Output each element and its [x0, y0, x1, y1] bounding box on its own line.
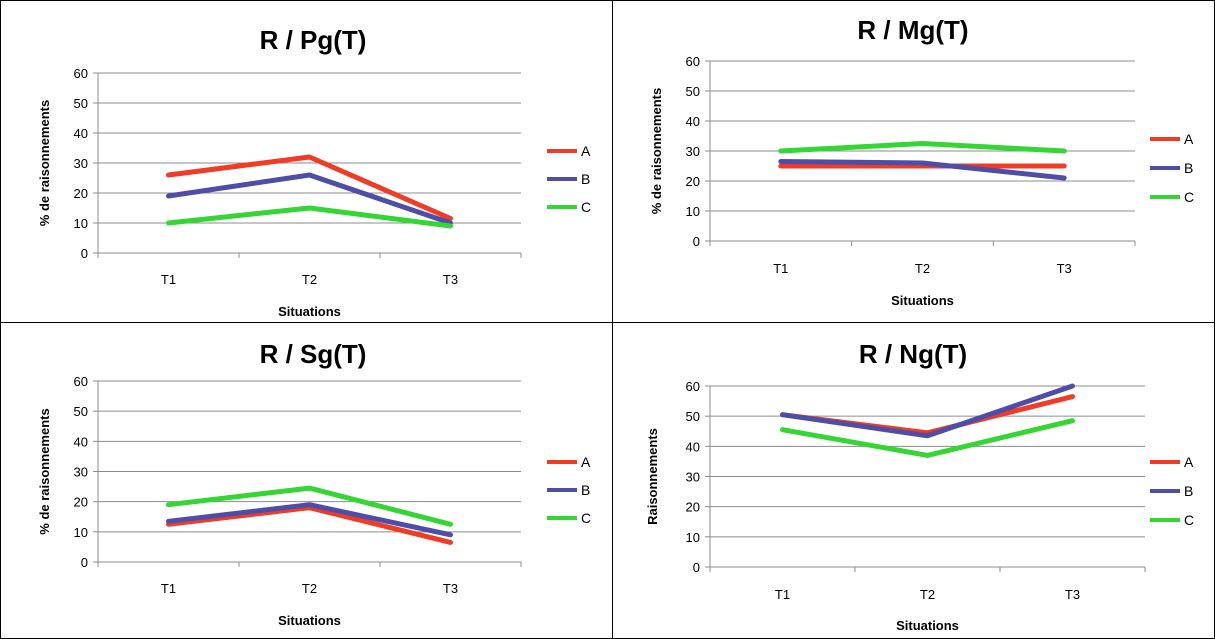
- y-tick-label: 60: [74, 66, 88, 81]
- y-axis-label: % de raisonnements: [37, 408, 52, 534]
- series-line-c: [166, 485, 453, 527]
- y-tick-label: 40: [686, 439, 700, 454]
- series-line-c: [780, 418, 1075, 458]
- x-tick-label: T1: [775, 587, 790, 602]
- y-axis-label: % de raisonnements: [649, 88, 664, 214]
- legend-label-a: A: [1184, 454, 1194, 470]
- x-tick-label: T1: [161, 581, 176, 596]
- chart-panel-mg: R / Mg(T) 0 10 20 30 40 50 60 T1 T2 T3 Situations % …: [612, 0, 1215, 323]
- series-line-c: [166, 205, 453, 229]
- y-tick-label: 20: [74, 186, 88, 201]
- chart-pg-svg: R / Pg(T) 0 10 20 30 40 50 60 T1 T2 T3 Situations % …: [37, 25, 591, 319]
- y-tick-label: 30: [74, 156, 88, 171]
- y-tick-label: 30: [74, 465, 88, 480]
- legend-label-b: B: [581, 171, 590, 187]
- series-line-b: [166, 502, 453, 538]
- series-line-a: [166, 154, 453, 221]
- legend-label-b: B: [1184, 483, 1193, 499]
- y-tick-label: 40: [686, 114, 700, 129]
- y-tick-label: 20: [686, 174, 700, 189]
- chart-panel-ng: R / Ng(T) 0 10 20 30 40 50 60 T1 T2 T3 Situations Ra…: [612, 322, 1215, 639]
- y-tick-label: 30: [686, 470, 700, 485]
- chart-panel-pg: R / Pg(T) 0 10 20 30 40 50 60 T1 T2 T3 Situations % …: [0, 0, 613, 323]
- y-tick-label: 10: [686, 530, 700, 545]
- legend-label-c: C: [581, 199, 591, 215]
- y-tick-label: 10: [686, 204, 700, 219]
- y-tick-label: 50: [686, 84, 700, 99]
- chart-title: R / Pg(T): [260, 25, 367, 55]
- chart-title: R / Mg(T): [857, 15, 968, 45]
- y-tick-label: 50: [74, 404, 88, 419]
- x-axis-label: Situations: [278, 304, 341, 319]
- y-tick-label: 40: [74, 434, 88, 449]
- x-axis-label: Situations: [896, 618, 959, 633]
- y-tick-label: 50: [686, 409, 700, 424]
- chart-ng-svg: R / Ng(T) 0 10 20 30 40 50 60 T1 T2 T3 Situations Ra…: [645, 339, 1194, 633]
- x-axis-label: Situations: [891, 293, 954, 308]
- x-axis-label: Situations: [278, 613, 341, 628]
- chart-mg-svg: R / Mg(T) 0 10 20 30 40 50 60 T1 T2 T3 Situations % …: [649, 15, 1194, 308]
- series-line-b: [166, 172, 453, 226]
- y-tick-label: 50: [74, 96, 88, 111]
- y-tick-label: 0: [81, 555, 88, 570]
- y-tick-label: 10: [74, 216, 88, 231]
- chart-sg-svg: R / Sg(T) 0 10 20 30 40 50 60 T1 T2 T3 Situations % …: [37, 339, 591, 628]
- legend-label-c: C: [1184, 189, 1194, 205]
- y-tick-label: 20: [686, 500, 700, 515]
- chart-panel-sg: R / Sg(T) 0 10 20 30 40 50 60 T1 T2 T3 Situations % …: [0, 322, 613, 639]
- series-line-b: [780, 383, 1075, 439]
- y-tick-label: 0: [81, 246, 88, 261]
- y-tick-label: 30: [686, 144, 700, 159]
- y-tick-label: 60: [686, 54, 700, 69]
- y-tick-label: 60: [74, 374, 88, 389]
- chart-title: R / Ng(T): [859, 339, 967, 369]
- series-line-b: [778, 159, 1067, 181]
- y-tick-label: 0: [693, 234, 700, 249]
- x-tick-label: T3: [1057, 261, 1072, 276]
- x-tick-label: T1: [773, 261, 788, 276]
- x-tick-label: T2: [302, 272, 317, 287]
- legend-label-a: A: [581, 143, 591, 159]
- y-axis-label: Raisonnements: [645, 428, 660, 525]
- y-tick-label: 60: [686, 379, 700, 394]
- y-tick-label: 0: [693, 560, 700, 575]
- y-tick-label: 40: [74, 126, 88, 141]
- x-tick-label: T3: [1065, 587, 1080, 602]
- legend-label-c: C: [1184, 512, 1194, 528]
- x-tick-label: T1: [161, 272, 176, 287]
- legend-label-a: A: [581, 454, 591, 470]
- legend-label-b: B: [581, 482, 590, 498]
- series-line-c: [778, 141, 1067, 154]
- series-line-a: [166, 505, 453, 545]
- x-tick-label: T3: [443, 581, 458, 596]
- y-tick-label: 20: [74, 495, 88, 510]
- chart-title: R / Sg(T): [260, 339, 367, 369]
- legend-label-b: B: [1184, 160, 1193, 176]
- x-tick-label: T2: [920, 587, 935, 602]
- x-tick-label: T2: [915, 261, 930, 276]
- legend-label-c: C: [581, 510, 591, 526]
- x-tick-label: T2: [302, 581, 317, 596]
- x-tick-label: T3: [443, 272, 458, 287]
- y-tick-label: 10: [74, 525, 88, 540]
- legend-label-a: A: [1184, 131, 1194, 147]
- y-axis-label: % de raisonnements: [37, 100, 52, 226]
